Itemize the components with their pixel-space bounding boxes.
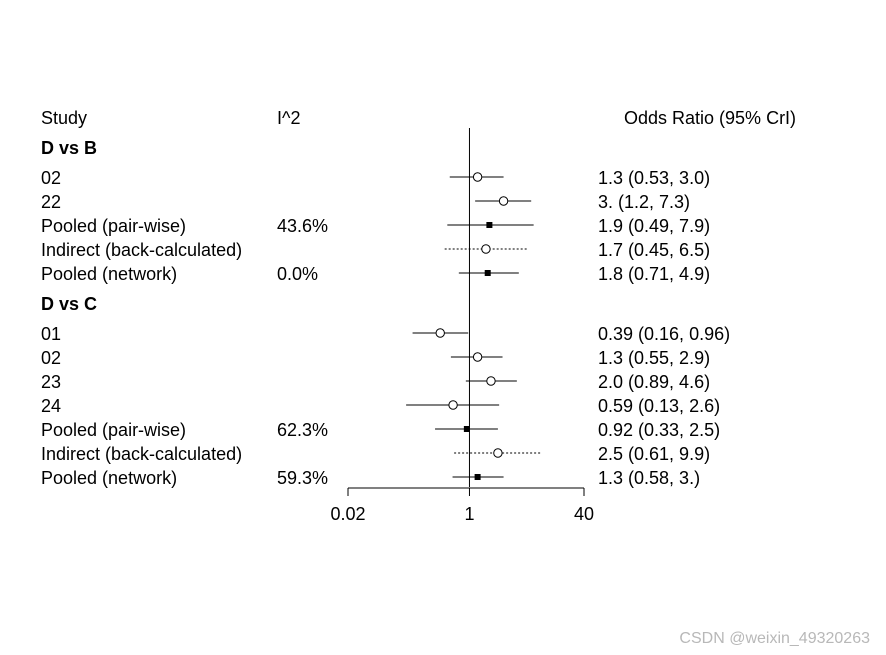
row-ci-text: 1.8 (0.71, 4.9) (598, 264, 710, 284)
point-estimate-square (474, 474, 481, 480)
row-i2: 62.3% (277, 420, 328, 440)
row-label: Pooled (pair-wise) (41, 420, 186, 440)
row-label: 24 (41, 396, 61, 416)
row-label: 02 (41, 168, 61, 188)
watermark: CSDN @weixin_49320263 (679, 630, 870, 647)
header-odds-ratio: Odds Ratio (95% CrI) (624, 108, 796, 128)
point-estimate-circle (472, 352, 483, 362)
x-tick-label: 40 (574, 504, 594, 524)
forest-rows: D vs B 02 1.3 (0.53, 3.0) 22 3. (1.2, 7.3) P… (41, 138, 730, 488)
row-label: 22 (41, 192, 61, 212)
row-ci-text: 0.92 (0.33, 2.5) (598, 420, 720, 440)
header-study: Study (41, 108, 87, 128)
row-ci-text: 1.3 (0.53, 3.0) (598, 168, 710, 188)
row-label: Indirect (back-calculated) (41, 240, 242, 260)
row-label: Indirect (back-calculated) (41, 444, 242, 464)
point-estimate-circle (448, 400, 458, 410)
row-label: 01 (41, 324, 61, 344)
row-i2: 59.3% (277, 468, 328, 488)
point-estimate-square (484, 270, 491, 276)
row-label: 23 (41, 372, 61, 392)
group-title: D vs C (41, 294, 97, 314)
row-ci-text: 1.7 (0.45, 6.5) (598, 240, 710, 260)
point-estimate-circle (435, 328, 445, 338)
row-ci-text: 2.5 (0.61, 9.9) (598, 444, 710, 464)
row-ci-text: 3. (1.2, 7.3) (598, 192, 690, 212)
row-ci-text: 2.0 (0.89, 4.6) (598, 372, 710, 392)
point-estimate-circle (481, 244, 491, 254)
row-label: Pooled (network) (41, 468, 177, 488)
row-ci-text: 1.3 (0.55, 2.9) (598, 348, 710, 368)
row-ci-text: 0.59 (0.13, 2.6) (598, 396, 720, 416)
header-i2: I^2 (277, 108, 300, 128)
row-ci-text: 1.3 (0.58, 3.) (598, 468, 700, 488)
row-ci-text: 1.9 (0.49, 7.9) (598, 216, 710, 236)
group-title: D vs B (41, 138, 97, 158)
x-tick-label: 1 (464, 504, 474, 524)
row-i2: 43.6% (277, 216, 328, 236)
row-label: Pooled (network) (41, 264, 177, 284)
point-estimate-square (486, 222, 493, 228)
row-label: Pooled (pair-wise) (41, 216, 186, 236)
x-axis: 0.02 1 40 (330, 128, 594, 524)
point-estimate-square (463, 426, 470, 432)
point-estimate-circle (472, 172, 483, 182)
point-estimate-circle (486, 376, 496, 386)
x-tick-label: 0.02 (330, 504, 365, 524)
point-estimate-circle (493, 448, 503, 458)
point-estimate-circle (498, 196, 509, 206)
row-ci-text: 0.39 (0.16, 0.96) (598, 324, 730, 344)
row-i2: 0.0% (277, 264, 318, 284)
row-label: 02 (41, 348, 61, 368)
